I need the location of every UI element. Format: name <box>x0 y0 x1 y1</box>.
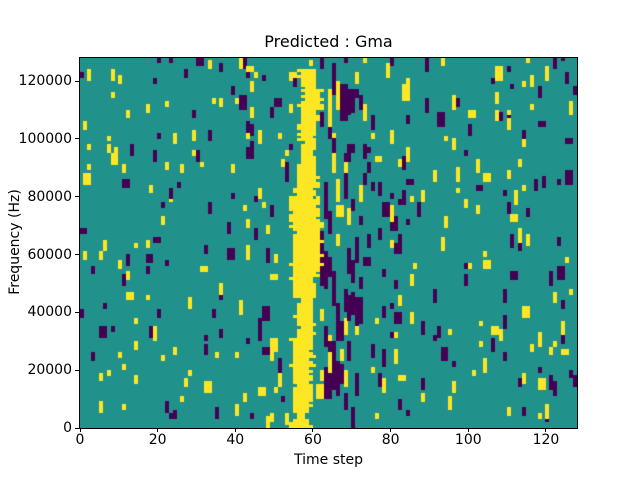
y-tick-mark <box>75 196 79 198</box>
x-tick-mark <box>79 428 81 432</box>
y-tick-mark <box>75 138 79 140</box>
y-tick-mark <box>75 311 79 313</box>
x-tick-label: 60 <box>304 432 322 448</box>
y-tick-label: 100000 <box>18 130 72 147</box>
x-tick-mark <box>157 428 159 432</box>
x-tick-label: 40 <box>226 432 245 448</box>
x-axis-label: Time step <box>294 452 363 468</box>
x-tick-mark <box>545 428 547 432</box>
y-tick-mark <box>75 369 79 371</box>
y-tick-label: 0 <box>63 420 72 436</box>
x-tick-label: 100 <box>454 432 482 448</box>
x-tick-mark <box>312 428 314 432</box>
y-tick-label: 20000 <box>27 362 72 379</box>
x-tick-label: 20 <box>148 432 167 448</box>
x-tick-label: 120 <box>532 432 560 448</box>
y-tick-mark <box>75 254 79 256</box>
y-axis-label: Frequency (Hz) <box>7 189 23 295</box>
chart-title: Predicted : Gma <box>264 32 393 51</box>
heatmap <box>80 58 577 428</box>
x-tick-label: 0 <box>75 432 85 448</box>
x-tick-mark <box>234 428 236 432</box>
x-tick-mark <box>467 428 469 432</box>
y-tick-label: 80000 <box>27 188 72 205</box>
y-tick-mark <box>75 427 79 429</box>
y-tick-label: 120000 <box>18 73 72 90</box>
y-tick-mark <box>75 80 79 82</box>
y-tick-label: 40000 <box>27 304 72 321</box>
x-tick-label: 80 <box>381 432 400 448</box>
plot-area <box>79 57 578 429</box>
x-tick-mark <box>390 428 392 432</box>
y-tick-label: 60000 <box>27 246 72 263</box>
